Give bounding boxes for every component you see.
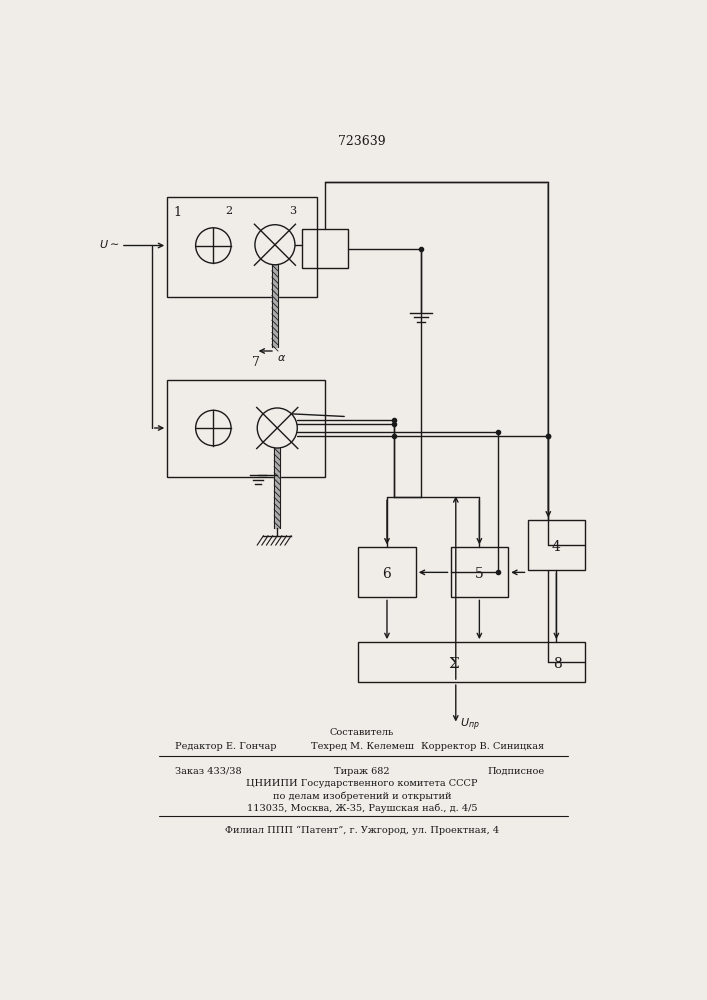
Bar [358,642,585,682]
Circle shape [255,225,295,265]
Text: 723639: 723639 [338,135,386,148]
Text: по делам изобретений и открытий: по делам изобретений и открытий [273,791,451,801]
Text: Филиал ППП “Патент”, г. Ужгород, ул. Проектная, 4: Филиал ППП “Патент”, г. Ужгород, ул. Про… [225,825,499,835]
Bar [527,520,585,570]
Text: $\alpha$: $\alpha$ [277,353,286,363]
Text: Техред М. Келемеш: Техред М. Келемеш [310,742,414,751]
Circle shape [257,408,297,448]
Bar [450,547,508,597]
Text: 4: 4 [552,540,561,554]
Text: 7: 7 [252,356,259,369]
Text: 1: 1 [173,206,181,219]
Text: Корректор В. Синицкая: Корректор В. Синицкая [421,742,544,751]
Bar [167,197,317,297]
Text: Составитель: Составитель [330,728,394,737]
Text: Подписное: Подписное [487,767,544,776]
Text: $U_{пр}$: $U_{пр}$ [460,717,480,733]
Text: 6: 6 [382,567,392,581]
Text: Тираж 682: Тираж 682 [334,767,390,776]
Text: Заказ 433/38: Заказ 433/38 [175,767,242,776]
Text: 113035, Москва, Ж-35, Раушская наб., д. 4/5: 113035, Москва, Ж-35, Раушская наб., д. … [247,804,477,813]
Circle shape [196,228,231,263]
Bar [358,547,416,597]
Text: Σ: Σ [448,657,459,671]
Text: 8: 8 [554,657,562,671]
Text: 2: 2 [225,206,232,216]
Text: 3: 3 [288,206,296,216]
Text: 5: 5 [475,567,484,581]
Text: $U\sim$: $U\sim$ [99,238,119,250]
Circle shape [196,410,231,446]
Bar [302,229,348,268]
Bar [167,380,325,477]
Text: ЦНИИПИ Государственного комитета СССР: ЦНИИПИ Государственного комитета СССР [246,779,478,788]
Text: Редактор Е. Гончар: Редактор Е. Гончар [175,742,276,751]
